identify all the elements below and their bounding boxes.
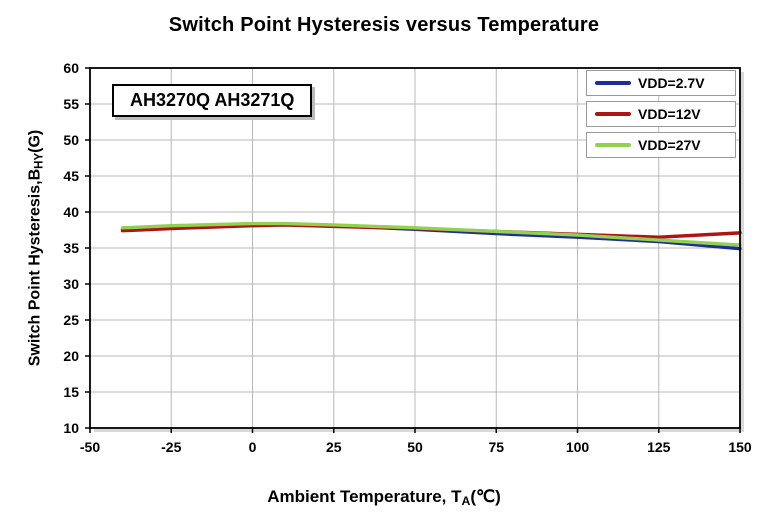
- y-axis-title-main: Switch Point Hysteresis,B: [26, 168, 44, 367]
- part-number-label: AH3270Q AH3271Q: [112, 84, 313, 117]
- x-tick-label: 50: [407, 439, 423, 455]
- y-tick-label: 60: [63, 60, 79, 76]
- legend-line-swatch: [595, 112, 631, 116]
- y-tick-label: 30: [63, 276, 79, 292]
- y-axis-title: Switch Point Hysteresis,BHY(G): [27, 130, 46, 367]
- x-tick-label: 100: [566, 439, 590, 455]
- legend-label: VDD=27V: [638, 137, 701, 153]
- legend-item-vdd-12v: VDD=12V: [586, 101, 736, 127]
- y-tick-label: 20: [63, 348, 79, 364]
- chart-title: Switch Point Hysteresis versus Temperatu…: [168, 14, 600, 36]
- x-tick-label: 150: [728, 439, 752, 455]
- y-tick-label: 50: [63, 132, 79, 148]
- legend-line-swatch: [595, 143, 631, 147]
- y-tick-label: 45: [63, 168, 79, 184]
- x-axis-title-sub: A: [461, 494, 471, 509]
- y-axis-title-unit: (G): [26, 129, 44, 153]
- legend-line-swatch: [595, 81, 631, 85]
- legend-item-vdd-2v7: VDD=2.7V: [586, 70, 736, 96]
- x-axis-title-unit: (℃): [470, 487, 501, 506]
- x-tick-label: -25: [161, 439, 181, 455]
- y-tick-label: 25: [63, 312, 79, 328]
- legend-item-vdd-27v: VDD=27V: [586, 132, 736, 158]
- y-tick-label: 10: [63, 420, 79, 436]
- x-tick-label: 125: [647, 439, 671, 455]
- x-tick-label: 0: [249, 439, 257, 455]
- x-axis-title-main: Ambient Temperature, T: [267, 487, 462, 506]
- x-axis-title: Ambient Temperature, TA(℃): [0, 487, 768, 508]
- y-tick-label: 35: [63, 240, 79, 256]
- legend-label: VDD=12V: [638, 106, 701, 122]
- x-tick-label: 25: [326, 439, 342, 455]
- x-tick-label: 75: [488, 439, 504, 455]
- series-line-2: [120, 221, 742, 247]
- legend: VDD=2.7V VDD=12V VDD=27V: [586, 70, 736, 158]
- x-tick-label: -50: [80, 439, 100, 455]
- y-tick-label: 55: [63, 96, 79, 112]
- legend-label: VDD=2.7V: [638, 75, 705, 91]
- y-axis-title-sub: HY: [33, 152, 46, 169]
- y-tick-label: 40: [63, 204, 79, 220]
- y-tick-label: 15: [63, 384, 79, 400]
